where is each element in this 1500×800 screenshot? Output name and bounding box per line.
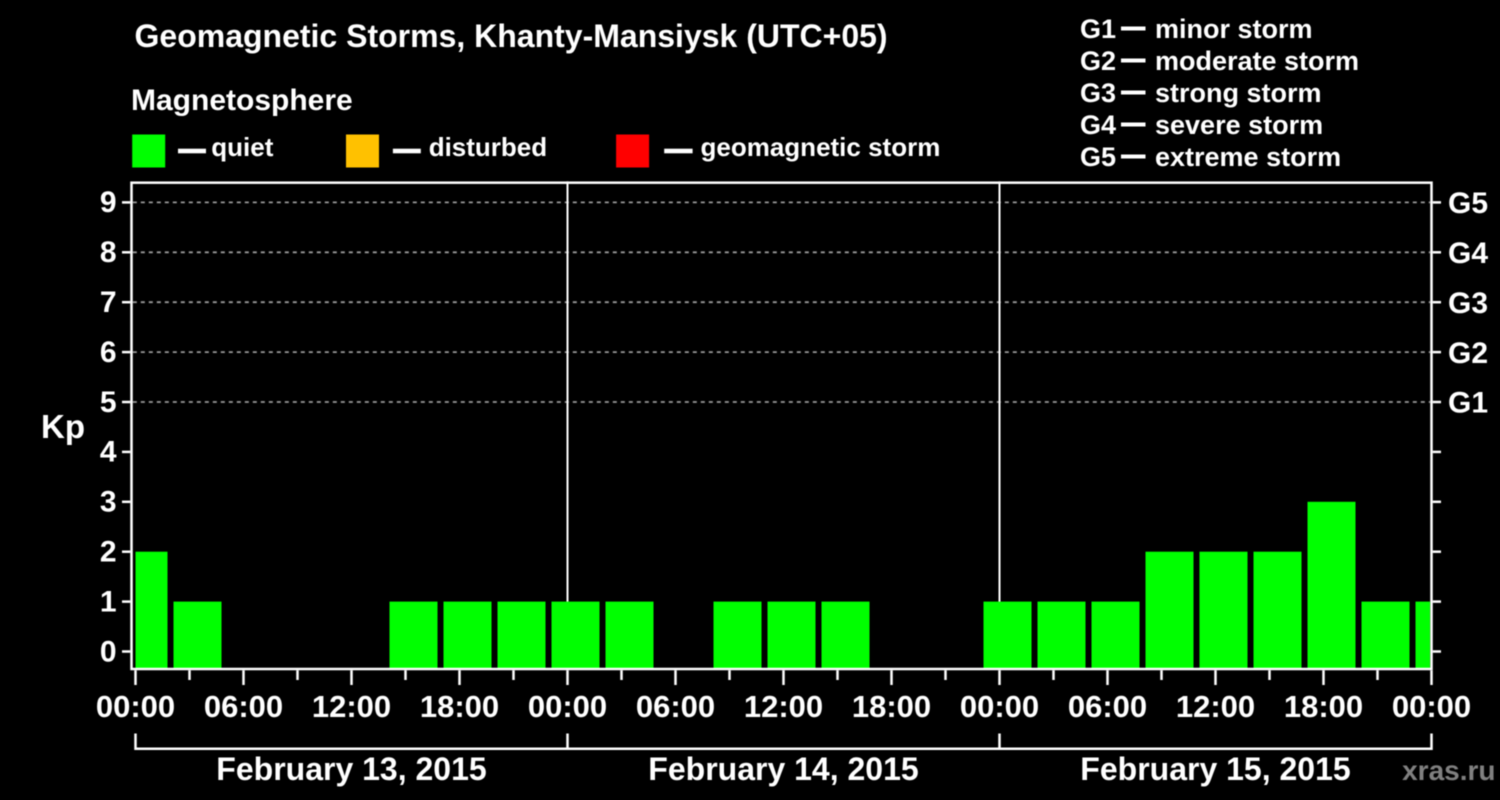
svg-text:06:00: 06:00	[204, 689, 283, 724]
svg-text:G4: G4	[1448, 237, 1488, 270]
svg-text:3: 3	[100, 486, 117, 519]
svg-text:Geomagnetic Storms, Khanty-Man: Geomagnetic Storms, Khanty-Mansiysk (UTC…	[135, 18, 888, 54]
svg-text:2: 2	[100, 536, 117, 569]
svg-text:00:00: 00:00	[1392, 689, 1471, 724]
svg-text:6: 6	[100, 336, 117, 369]
svg-text:06:00: 06:00	[636, 689, 715, 724]
svg-text:G4: G4	[1080, 110, 1116, 140]
svg-text:0: 0	[100, 635, 117, 668]
svg-text:G5: G5	[1080, 142, 1116, 172]
svg-text:4: 4	[100, 436, 117, 469]
svg-text:extreme storm: extreme storm	[1155, 142, 1341, 172]
svg-text:strong storm: strong storm	[1155, 78, 1322, 108]
svg-text:00:00: 00:00	[96, 689, 175, 724]
svg-text:00:00: 00:00	[960, 689, 1039, 724]
svg-text:G1: G1	[1080, 14, 1116, 44]
svg-text:February 15, 2015: February 15, 2015	[1080, 751, 1350, 787]
svg-text:G2: G2	[1080, 46, 1116, 76]
svg-text:5: 5	[100, 386, 117, 419]
svg-text:February 13, 2015: February 13, 2015	[216, 751, 486, 787]
svg-text:12:00: 12:00	[744, 689, 823, 724]
svg-text:xras.ru: xras.ru	[1402, 755, 1495, 786]
svg-text:1: 1	[100, 585, 117, 618]
svg-text:February 14, 2015: February 14, 2015	[648, 751, 918, 787]
svg-text:moderate storm: moderate storm	[1155, 46, 1359, 76]
svg-text:G1: G1	[1448, 387, 1488, 420]
svg-text:G2: G2	[1448, 337, 1488, 370]
svg-text:00:00: 00:00	[528, 689, 607, 724]
svg-text:18:00: 18:00	[1284, 689, 1363, 724]
svg-text:12:00: 12:00	[1176, 689, 1255, 724]
svg-text:9: 9	[100, 186, 117, 219]
svg-text:18:00: 18:00	[852, 689, 931, 724]
svg-text:minor storm: minor storm	[1155, 14, 1313, 44]
svg-text:disturbed: disturbed	[429, 132, 547, 162]
svg-text:G3: G3	[1448, 287, 1488, 320]
svg-text:severe storm: severe storm	[1155, 110, 1323, 140]
svg-text:18:00: 18:00	[420, 689, 499, 724]
svg-text:8: 8	[100, 236, 117, 269]
svg-text:06:00: 06:00	[1068, 689, 1147, 724]
svg-text:geomagnetic storm: geomagnetic storm	[701, 132, 941, 162]
svg-text:Magnetosphere: Magnetosphere	[131, 84, 353, 117]
svg-text:12:00: 12:00	[312, 689, 391, 724]
svg-text:G3: G3	[1080, 78, 1116, 108]
svg-text:quiet: quiet	[211, 132, 273, 162]
svg-text:Kp: Kp	[41, 408, 85, 445]
svg-text:7: 7	[100, 286, 117, 319]
svg-text:G5: G5	[1448, 187, 1488, 220]
